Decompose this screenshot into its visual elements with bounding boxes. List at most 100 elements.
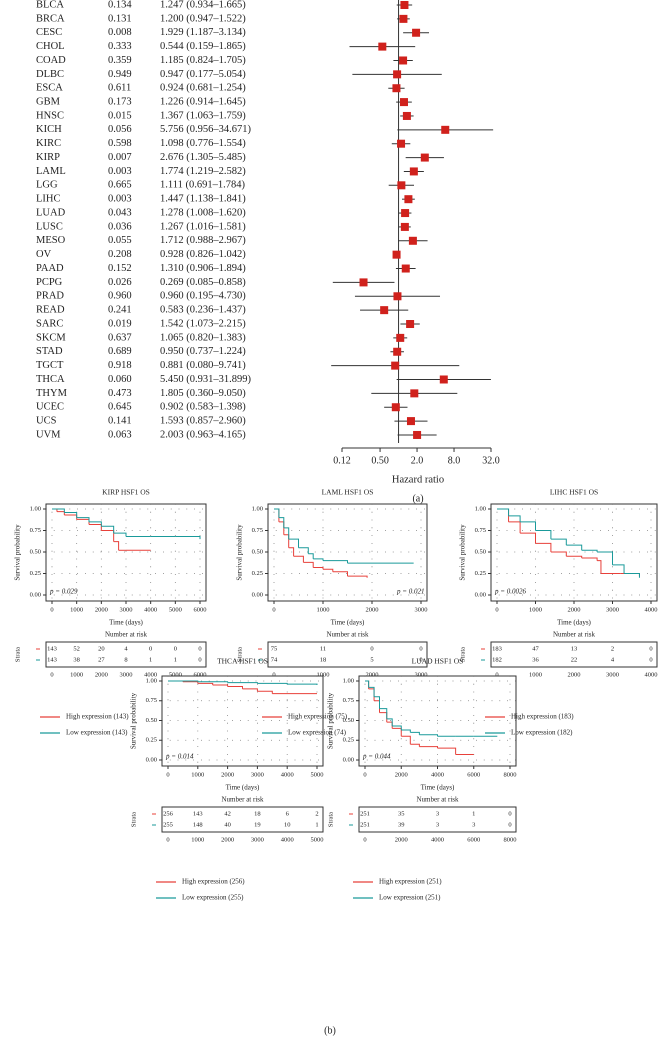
risk-x-label: 1000 [191, 836, 204, 843]
x-tick-label: 2000 [366, 606, 379, 613]
category-label: THCA [36, 374, 65, 385]
legend-label: High expression (251) [379, 878, 442, 886]
risk-x-label: 0 [363, 836, 366, 843]
y-tick-label: 0.00 [475, 591, 486, 598]
category-label: UCS [36, 416, 57, 427]
survival-step [227, 682, 258, 684]
p-value: 0.134 [108, 0, 132, 10]
x-tick-label: 0.50 [371, 455, 389, 466]
x-tick-label: 0 [50, 606, 53, 613]
p-value: 0.008 [108, 27, 132, 38]
y-tick-label: 0.00 [343, 756, 354, 763]
risk-x-label: 4000 [144, 671, 157, 678]
risk-count: 3 [472, 821, 475, 828]
y-tick-label: 1.00 [343, 677, 354, 684]
category-label: PRAD [36, 291, 64, 302]
hr-label: 1.267 (1.016–1.581) [160, 221, 246, 232]
survival-step [56, 511, 65, 516]
survival-step [368, 686, 375, 697]
survival-step [76, 517, 90, 522]
p-value: 0.689 [108, 346, 132, 357]
p-value: 0.131 [108, 13, 132, 24]
risk-x-label: 1000 [70, 671, 83, 678]
risk-count: 3 [436, 821, 439, 828]
plot-title: KIRP HSF1 OS [102, 488, 150, 497]
y-tick-label: 0.50 [343, 717, 354, 724]
hr-marker [406, 320, 415, 329]
hr-label: 5.450 (0.931–31.899) [160, 374, 251, 385]
hr-marker [406, 417, 415, 426]
hr-marker [420, 153, 429, 162]
hr-marker [408, 236, 417, 245]
survival-step [508, 515, 521, 522]
hr-label: 2.003 (0.963–4.165) [160, 429, 246, 440]
survival-step [508, 521, 521, 534]
risk-x-label: 1000 [529, 671, 542, 678]
survival-step [113, 541, 120, 551]
survival-step [497, 508, 510, 516]
p-value: 0.063 [108, 429, 132, 440]
category-label: LGG [36, 180, 58, 191]
risk-x-label: 0 [495, 671, 498, 678]
survival-step [332, 571, 348, 577]
y-tick-label: 1.00 [146, 677, 157, 684]
y-tick-label: 1.00 [30, 505, 41, 512]
risk-x-label: 2000 [366, 671, 379, 678]
survival-step [303, 561, 314, 568]
category-label: GBM [36, 96, 61, 107]
hr-marker [391, 361, 400, 370]
p-value: 0.665 [108, 180, 132, 191]
hr-label: 1.774 (1.219–2.582) [160, 166, 246, 177]
y-tick-label: 0.50 [252, 548, 263, 555]
risk-count: 38 [73, 656, 80, 663]
x-tick-label: 2000 [395, 771, 408, 778]
y-tick-label: 0.25 [146, 737, 157, 744]
x-tick-label: 2000 [95, 606, 108, 613]
survival-step [550, 551, 567, 557]
risk-count: 5 [370, 656, 373, 663]
category-label: SKCM [36, 332, 66, 343]
y-tick-label: 0.25 [30, 570, 41, 577]
risk-count: 11 [320, 645, 326, 652]
category-label: MESO [36, 235, 66, 246]
risk-count: 2 [611, 645, 614, 652]
survival-step [288, 538, 299, 548]
survival-step [597, 560, 602, 574]
hr-label: 1.111 (0.691–1.784) [160, 180, 245, 191]
risk-x-label: 8000 [504, 836, 517, 843]
risk-frame [161, 806, 324, 833]
x-axis-label: Time (days) [109, 619, 143, 627]
y-axis-label: Survival probability [459, 524, 467, 581]
plot-frame [490, 503, 658, 602]
hr-marker [393, 347, 402, 356]
survival-step [175, 536, 201, 540]
hr-marker [380, 306, 389, 315]
risk-count: 0 [370, 645, 373, 652]
risk-x-label: 3000 [606, 671, 619, 678]
survival-step [89, 523, 102, 531]
risk-title: Number at risk [105, 631, 147, 639]
p-value: 0.043 [108, 207, 132, 218]
survival-step [497, 508, 510, 522]
hr-label: 0.950 (0.737–1.224) [160, 346, 246, 357]
category-label: DLBC [36, 69, 64, 80]
strata-label: Strata [236, 647, 243, 662]
survival-step [274, 508, 280, 518]
p-value: 0.473 [108, 388, 132, 399]
x-tick-label: 0.12 [333, 455, 351, 466]
survival-step [288, 547, 295, 557]
p-value: 0.637 [108, 332, 132, 343]
x-tick-label: 8.0 [448, 455, 461, 466]
x-tick-label: 6000 [194, 606, 207, 613]
risk-count: 0 [508, 810, 511, 817]
p-value: 0.960 [108, 291, 132, 302]
survival-step [278, 521, 285, 535]
p-annotation: p = 0.021 [396, 588, 424, 596]
hr-label: 1.098 (0.776–1.554) [160, 138, 246, 149]
category-label: ESCA [36, 83, 63, 94]
hr-marker [410, 389, 419, 398]
survival-step [278, 517, 285, 528]
risk-x-label: 4000 [645, 671, 658, 678]
plot-frame [45, 503, 207, 602]
survival-step [535, 542, 552, 552]
